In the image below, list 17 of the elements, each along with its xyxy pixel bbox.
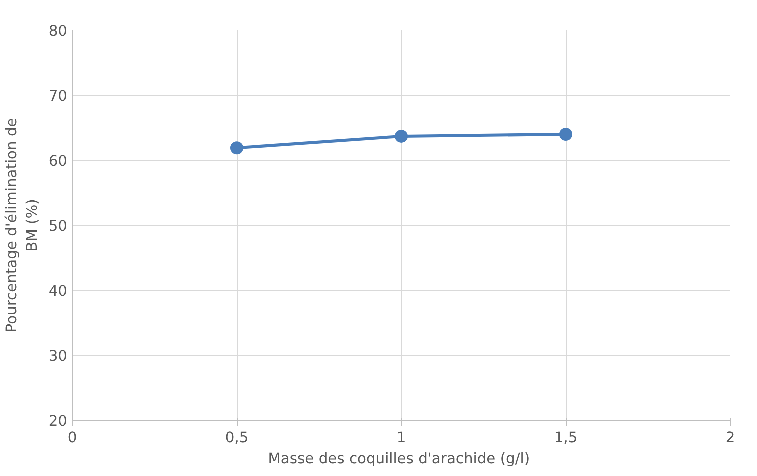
x-tick-label: 1,5 <box>554 430 578 446</box>
x-tick-label: 0 <box>68 430 78 446</box>
y-tick-label: 40 <box>48 283 68 300</box>
x-tick-label: 1 <box>396 430 406 446</box>
y-tick-label: 80 <box>48 23 68 40</box>
y-tick-label: 60 <box>48 153 68 170</box>
x-tick-label: 2 <box>726 430 736 446</box>
point <box>230 142 244 155</box>
y-axis-title: Pourcentage d'élimination de BM (%) <box>3 118 41 333</box>
y-tick-label: 30 <box>48 348 68 365</box>
y-tick-label: 50 <box>48 218 68 235</box>
x-axis-title: Masse des coquilles d'arachide (g/l) <box>268 450 530 468</box>
y-tick-label: 70 <box>48 88 68 105</box>
x-tick-label: 0,5 <box>225 430 249 446</box>
point <box>395 130 408 143</box>
point <box>560 128 572 141</box>
y-tick-label: 20 <box>48 413 68 430</box>
